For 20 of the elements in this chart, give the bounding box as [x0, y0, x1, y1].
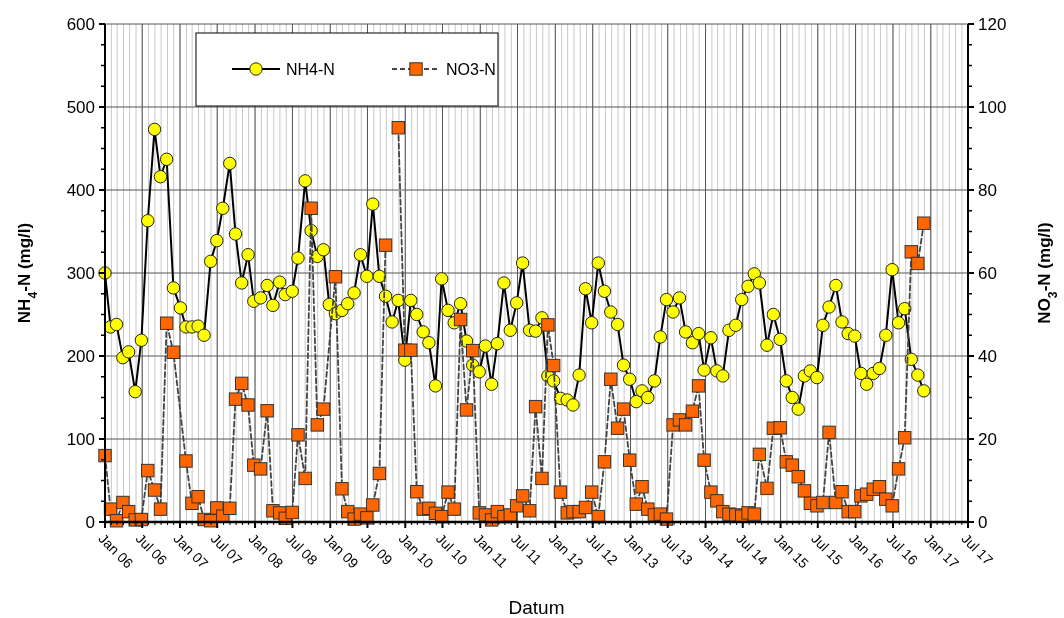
- y2-tick-label: 80: [978, 180, 997, 200]
- legend-label: NH4-N: [286, 60, 335, 78]
- y2-tick-label: 20: [978, 429, 997, 449]
- y-tick-label: 600: [66, 14, 95, 34]
- y-tick-label: 500: [66, 97, 95, 117]
- y-tick-label: 100: [66, 429, 95, 449]
- legend-label: NO3-N: [446, 60, 496, 78]
- y2-tick-label: 40: [978, 346, 997, 366]
- y2-tick-label: 0: [978, 512, 988, 532]
- x-axis-title: Datum: [508, 597, 565, 618]
- y-tick-label: 200: [66, 346, 95, 366]
- y-tick-label: 300: [66, 263, 95, 283]
- x-tick-label: Jul 14: [733, 530, 772, 569]
- y2-tick-label: 60: [978, 263, 997, 283]
- y2-tick-label: 100: [978, 97, 1007, 117]
- y-tick-label: 400: [66, 180, 95, 200]
- y-tick-label: 0: [85, 512, 95, 532]
- x-tick-label: Jul 13: [658, 530, 697, 569]
- x-tick-label: Jul 15: [808, 530, 847, 569]
- y2-tick-label: 120: [978, 14, 1007, 34]
